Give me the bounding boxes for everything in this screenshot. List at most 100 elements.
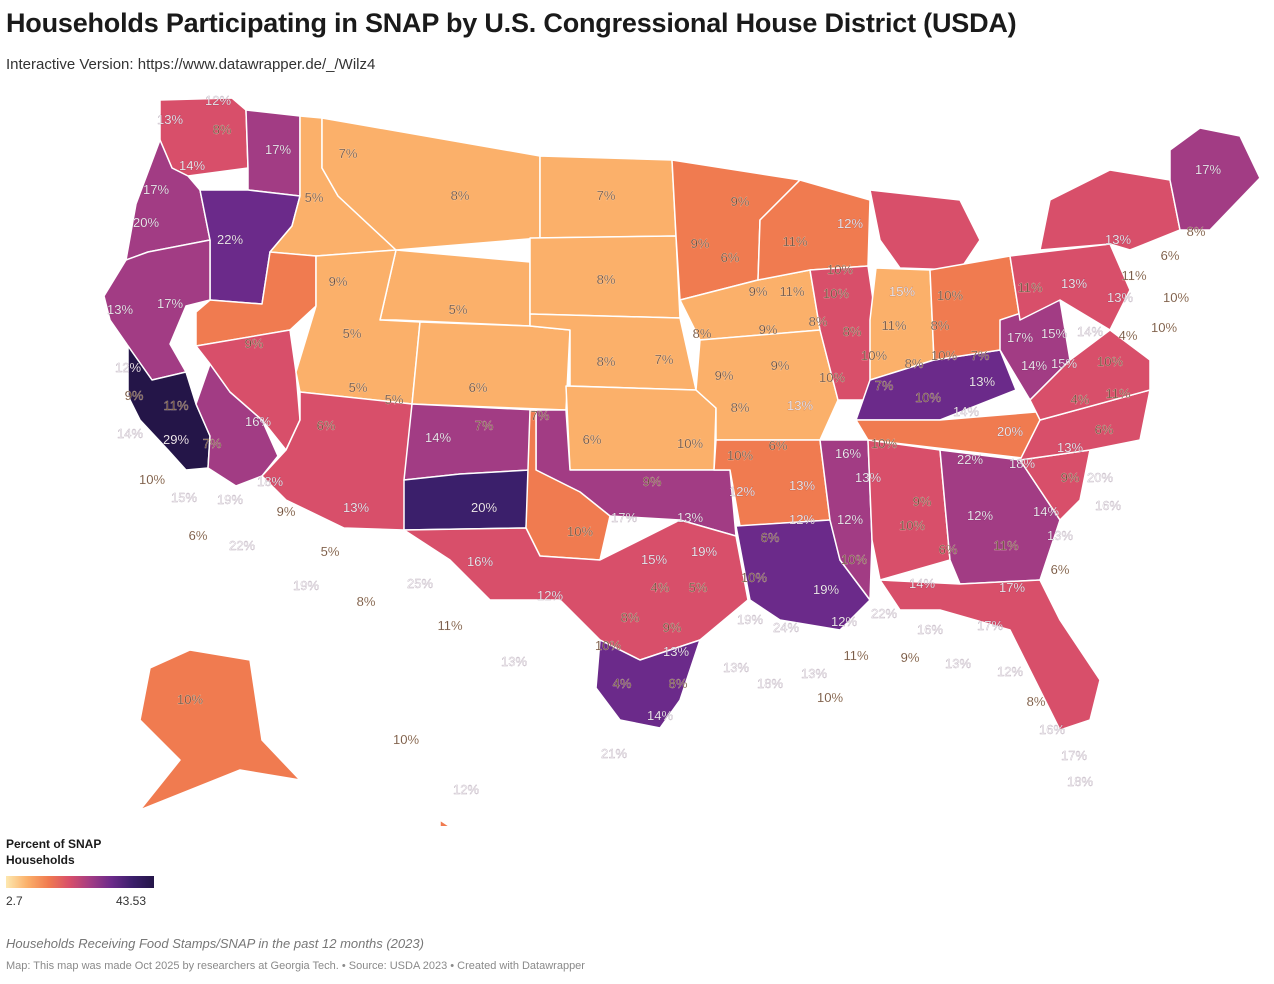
district-percent-label: 12% — [831, 614, 857, 629]
district-percent-label: 5% — [349, 380, 368, 395]
district-percent-label: 13% — [787, 398, 813, 413]
district-percent-label: 14% — [1077, 324, 1103, 339]
region-tx-central[interactable] — [403, 519, 749, 661]
district-percent-label: 8% — [905, 356, 924, 371]
district-percent-label: 4% — [1119, 328, 1138, 343]
region-co[interactable] — [411, 321, 571, 411]
map-footer: Map: This map was made Oct 2025 by resea… — [6, 960, 585, 972]
region-mi[interactable] — [869, 189, 981, 271]
district-percent-label: 12% — [837, 216, 863, 231]
district-percent-label: 10% — [931, 348, 957, 363]
region-mo[interactable] — [695, 329, 839, 441]
district-percent-label: 25% — [407, 576, 433, 591]
map-title: Households Participating in SNAP by U.S.… — [6, 8, 1017, 38]
district-percent-label: 7% — [475, 418, 494, 433]
district-percent-label: 9% — [277, 504, 296, 519]
district-percent-label: 10% — [1163, 290, 1189, 305]
district-percent-label: 11% — [881, 318, 906, 333]
district-percent-label: 12% — [205, 93, 231, 108]
district-percent-label: 8% — [669, 676, 688, 691]
district-percent-label: 11% — [1121, 268, 1146, 283]
district-percent-label: 6% — [721, 250, 740, 265]
district-percent-label: 9% — [913, 494, 932, 509]
region-al[interactable] — [867, 439, 951, 581]
district-percent-label: 9% — [125, 388, 144, 403]
district-percent-label: 17% — [143, 182, 169, 197]
district-percent-label: 16% — [917, 622, 943, 637]
district-percent-label: 10% — [861, 348, 887, 363]
district-percent-label: 10% — [741, 570, 767, 585]
district-percent-label: 8% — [213, 122, 232, 137]
region-ca-north[interactable] — [103, 239, 211, 381]
district-percent-label: 14% — [909, 576, 935, 591]
district-percent-label: 10% — [841, 552, 867, 567]
district-percent-label: 12% — [789, 512, 815, 527]
district-percent-label: 10% — [937, 288, 963, 303]
district-percent-label: 10% — [1097, 354, 1123, 369]
district-percent-label: 17% — [999, 580, 1025, 595]
region-ca-central[interactable] — [127, 345, 211, 471]
region-fl[interactable] — [879, 579, 1101, 731]
region-ak[interactable] — [139, 649, 301, 811]
district-percent-label: 15% — [889, 284, 915, 299]
district-percent-label: 10% — [177, 692, 203, 707]
district-percent-label: 8% — [843, 324, 862, 339]
region-ks[interactable] — [565, 385, 717, 471]
district-percent-label: 5% — [305, 190, 324, 205]
district-percent-label: 5% — [343, 326, 362, 341]
district-percent-label: 19% — [691, 544, 717, 559]
district-percent-label: 7% — [971, 348, 990, 363]
region-me[interactable] — [1169, 127, 1261, 231]
district-percent-label: 16% — [1095, 498, 1121, 513]
region-hi[interactable] — [439, 819, 490, 826]
district-percent-label: 9% — [749, 284, 768, 299]
region-nm[interactable] — [403, 403, 537, 481]
district-percent-label: 15% — [1051, 356, 1077, 371]
district-percent-label: 8% — [357, 594, 376, 609]
district-percent-label: 16% — [1039, 722, 1065, 737]
district-percent-label: 19% — [217, 492, 243, 507]
district-percent-label: 7% — [203, 436, 222, 451]
district-percent-label: 22% — [957, 452, 983, 467]
district-percent-label: 14% — [953, 404, 979, 419]
district-percent-label: 9% — [771, 358, 790, 373]
legend-min-value: 2.7 — [6, 894, 23, 908]
district-percent-label: 10% — [727, 448, 753, 463]
district-percent-label: 12% — [729, 484, 755, 499]
district-percent-label: 10% — [1151, 320, 1177, 335]
legend-color-scale — [6, 876, 154, 888]
district-percent-label: 11% — [1017, 280, 1042, 295]
region-va[interactable] — [1029, 329, 1151, 421]
district-percent-label: 18% — [257, 474, 283, 489]
district-percent-label: 22% — [871, 606, 897, 621]
district-percent-label: 13% — [107, 302, 133, 317]
district-percent-label: 7% — [875, 378, 894, 393]
map-subtitle[interactable]: Interactive Version: https://www.datawra… — [6, 56, 376, 73]
district-percent-label: 9% — [715, 368, 734, 383]
district-percent-label: 13% — [1061, 276, 1087, 291]
district-percent-label: 18% — [1067, 774, 1093, 789]
district-percent-label: 10% — [871, 436, 897, 451]
district-percent-label: 17% — [157, 296, 183, 311]
district-percent-label: 5% — [449, 302, 468, 317]
district-percent-label: 14% — [179, 158, 205, 173]
district-percent-label: 8% — [597, 354, 616, 369]
district-percent-label: 29% — [163, 432, 189, 447]
district-percent-label: 20% — [997, 424, 1023, 439]
district-percent-label: 14% — [1033, 504, 1059, 519]
region-ny[interactable] — [1039, 169, 1181, 251]
district-percent-label: 6% — [583, 432, 602, 447]
district-percent-label: 19% — [813, 582, 839, 597]
district-percent-label: 11% — [782, 234, 807, 249]
district-percent-label: 8% — [931, 318, 950, 333]
district-percent-label: 22% — [229, 538, 255, 553]
region-tx-south[interactable] — [595, 639, 701, 729]
district-percent-label: 22% — [217, 232, 243, 247]
district-percent-label: 7% — [597, 188, 616, 203]
district-percent-label: 14% — [647, 708, 673, 723]
district-percent-label: 13% — [945, 656, 971, 671]
region-nm-south[interactable] — [403, 469, 531, 531]
district-percent-label: 13% — [157, 112, 183, 127]
district-percent-label: 10% — [827, 262, 853, 277]
district-percent-label: 10% — [899, 518, 925, 533]
